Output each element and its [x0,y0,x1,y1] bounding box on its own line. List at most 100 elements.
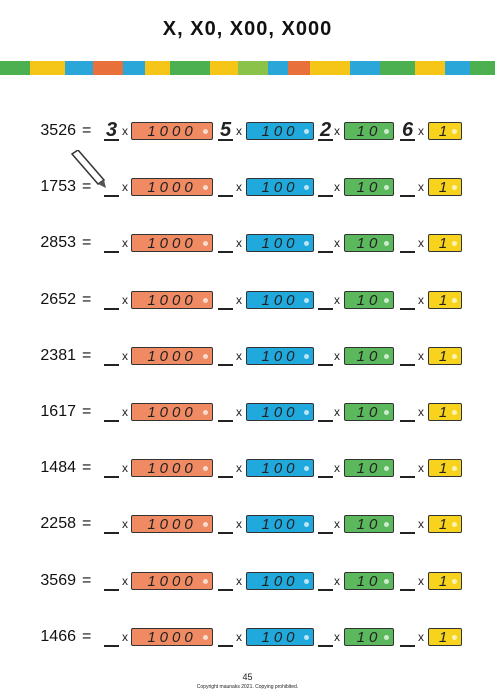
answer-blank [218,404,233,422]
card-dot [452,353,457,359]
card-dot [452,185,457,191]
times-sign: x [122,517,128,532]
place-value-card: 1 [428,627,462,646]
place-value-card: 100 [246,515,314,534]
card-dot [384,410,389,415]
card-dot [304,297,309,303]
equals-sign: = [82,459,92,477]
card-dot [384,353,389,359]
row-number: 3569 [40,571,76,589]
card-dot [203,241,208,247]
times-sign: x [418,124,424,138]
card-dot [203,522,208,528]
copyright: Copyright maunaks 2021. Copying prohibit… [196,684,299,690]
times-sign: x [418,517,424,532]
times-sign: x [334,348,340,363]
place-value-card: 1000 [131,403,213,421]
place-value-card: 1 [428,178,462,197]
card-dot [452,466,457,472]
times-sign: x [418,405,424,419]
answer-blank [218,123,233,141]
times-sign: x [122,180,128,195]
times-sign: x [122,405,128,419]
card-dot [384,129,389,134]
card-dot [384,466,389,472]
place-value-card: 10 [344,515,394,534]
card-dot [203,185,208,191]
card-dot [452,410,457,415]
place-value-card: 1 [428,122,462,140]
times-sign: x [418,461,424,476]
row-number: 2652 [40,290,76,308]
place-value-card: 100 [246,403,314,421]
place-value-card: 100 [246,571,314,590]
equals-sign: = [82,178,92,196]
answer-blank [104,123,119,141]
times-sign: x [236,348,242,363]
card-dot [452,522,457,528]
answer-blank [104,292,119,310]
equals-sign: = [82,122,92,139]
times-sign: x [334,124,340,138]
answer-blank [318,460,333,479]
card-dot [452,634,457,640]
card-dot [203,578,208,584]
answer-blank [104,516,119,535]
answer-blank [400,123,415,141]
times-sign: x [418,236,424,251]
card-dot [304,466,309,472]
card-dot [203,410,208,415]
answer-blank [400,516,415,535]
answer-blank [318,348,333,366]
times-sign: x [122,461,128,476]
answer-blank [318,123,333,141]
place-value-card: 100 [246,627,314,646]
place-value-card: 1 [428,571,462,590]
times-sign: x [122,573,128,588]
answer-blank [104,235,119,254]
place-value-card: 100 [246,234,314,253]
times-sign: x [418,348,424,363]
answer-blank [400,179,415,198]
answer-blank [104,629,119,647]
card-dot [384,241,389,247]
place-value-card: 1000 [131,346,213,365]
times-sign: x [122,629,128,644]
answer-blank [318,235,333,254]
card-dot [203,129,208,134]
row-number: 2258 [40,515,76,533]
equals-sign: = [82,403,92,420]
answer-blank [218,516,233,535]
place-value-card: 1 [428,290,462,309]
times-sign: x [334,629,340,644]
row-number: 1753 [40,178,76,196]
place-value-card: 1 [428,234,462,253]
place-value-card: 1 [428,515,462,534]
times-sign: x [236,517,242,532]
equals-sign: = [82,346,92,364]
answer-blank [218,179,233,198]
place-value-card: 100 [246,122,314,140]
card-dot [452,578,457,584]
row-number: 1466 [40,627,76,645]
place-value-card: 10 [344,346,394,365]
times-sign: x [334,573,340,588]
card-dot [203,297,208,303]
row-number: 2853 [40,234,76,252]
card-dot [452,297,457,303]
card-dot [304,353,309,359]
answer: 2 [319,119,332,141]
answer-blank [318,573,333,591]
place-value-card: 10 [344,178,394,197]
place-value-card: 10 [344,234,394,253]
row-number: 3526 [40,122,76,139]
equals-sign: = [82,627,92,645]
answer-blank [400,404,415,422]
answer: 6 [401,119,414,141]
answer: 3 [105,119,118,141]
answer-blank [318,292,333,310]
row-number: 1617 [40,403,76,420]
place-value-card: 10 [344,122,394,140]
answer: 5 [219,119,232,141]
pencil-icon [70,150,106,188]
